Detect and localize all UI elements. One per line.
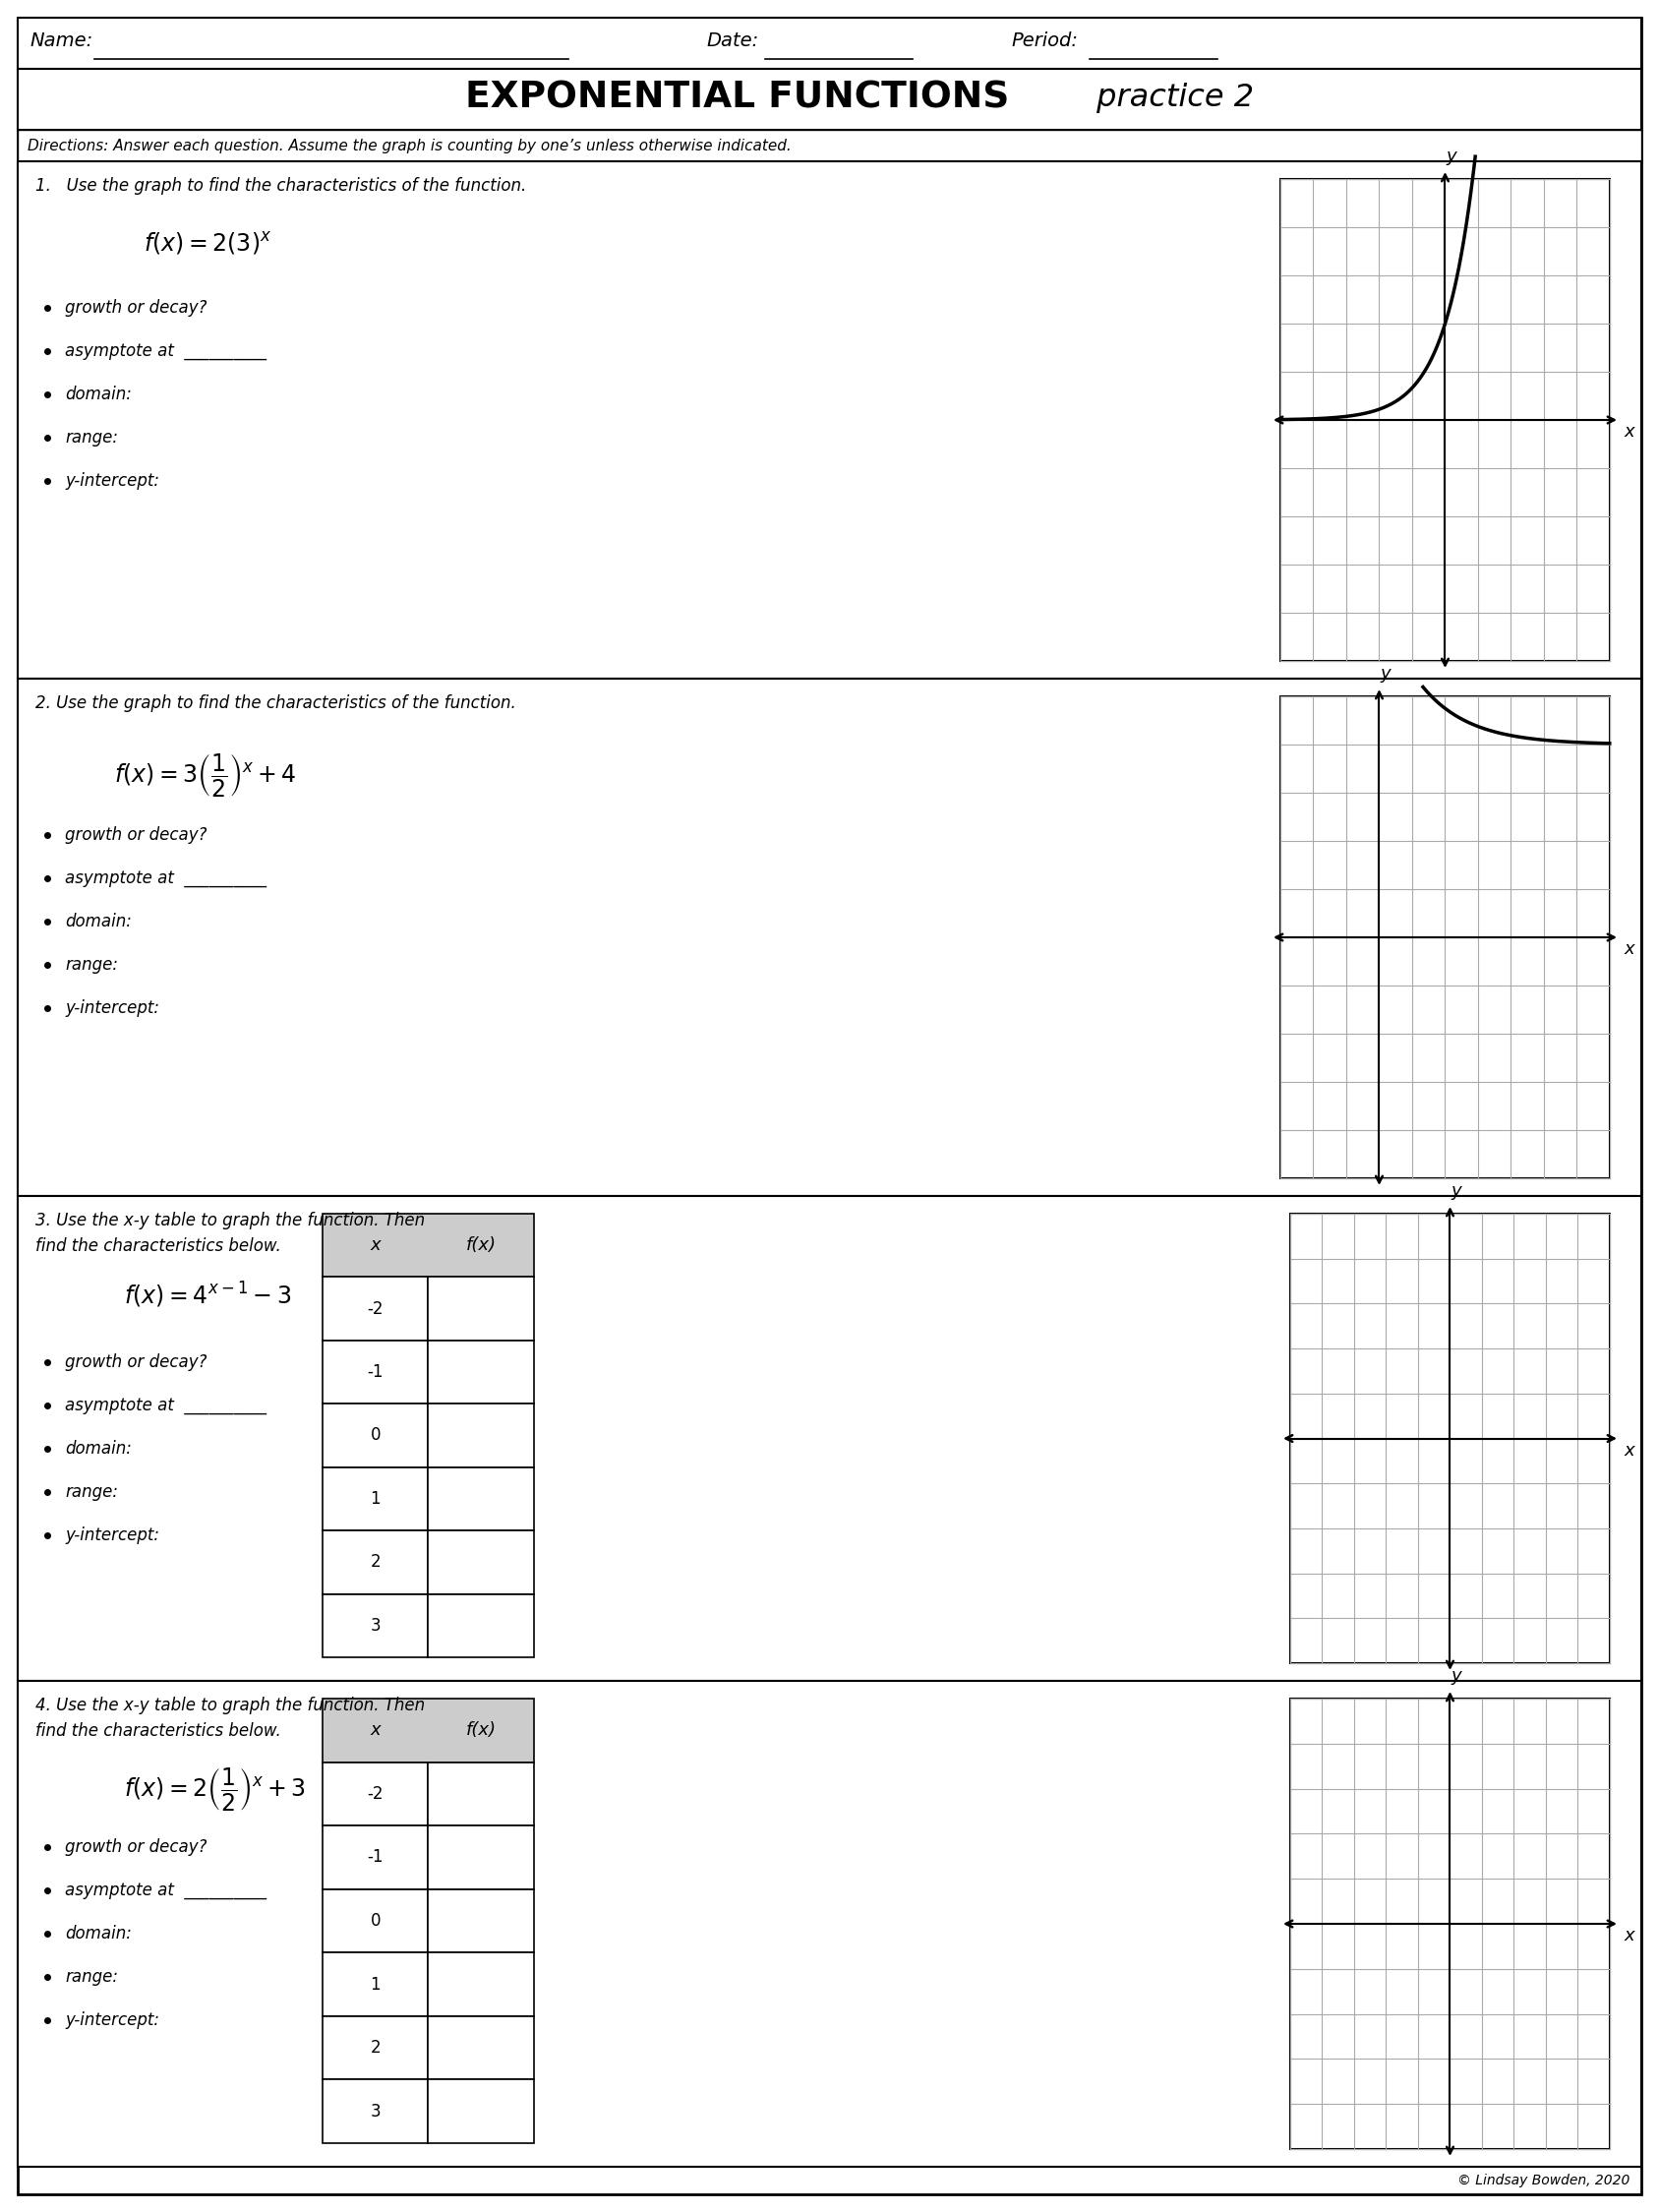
Text: find the characteristics below.: find the characteristics below. <box>35 1723 280 1741</box>
Text: x: x <box>1624 422 1634 440</box>
Text: asymptote at  __________: asymptote at __________ <box>65 1882 267 1900</box>
Bar <box>428 1953 534 2015</box>
Text: EXPONENTIAL FUNCTIONS: EXPONENTIAL FUNCTIONS <box>466 80 1010 115</box>
Bar <box>428 1276 534 1340</box>
Text: growth or decay?: growth or decay? <box>65 1354 207 1371</box>
Text: x: x <box>1624 1442 1634 1460</box>
Text: Period:: Period: <box>1010 31 1078 51</box>
Text: 4. Use the x-y table to graph the function. Then: 4. Use the x-y table to graph the functi… <box>35 1697 425 1714</box>
Bar <box>322 1340 428 1405</box>
Text: 2. Use the graph to find the characteristics of the function.: 2. Use the graph to find the characteris… <box>35 695 516 712</box>
Bar <box>18 679 1641 1197</box>
Text: $f(x) = 2(3)^x$: $f(x) = 2(3)^x$ <box>144 230 272 257</box>
Text: practice 2: practice 2 <box>1087 82 1254 113</box>
Text: domain:: domain: <box>65 1924 131 1942</box>
Text: y: y <box>1450 1668 1462 1686</box>
Text: 2: 2 <box>370 1553 380 1571</box>
Text: -2: -2 <box>367 1785 383 1803</box>
Text: y-intercept:: y-intercept: <box>65 2011 159 2028</box>
Bar <box>428 2015 534 2079</box>
Text: 3. Use the x-y table to graph the function. Then: 3. Use the x-y table to graph the functi… <box>35 1212 425 1230</box>
Bar <box>428 1531 534 1595</box>
Bar <box>322 1953 428 2015</box>
Bar <box>322 1531 428 1595</box>
Bar <box>18 69 1641 131</box>
Text: © Lindsay Bowden, 2020: © Lindsay Bowden, 2020 <box>1457 2174 1629 2188</box>
Bar <box>322 2079 428 2143</box>
Text: domain:: domain: <box>65 1440 131 1458</box>
Text: growth or decay?: growth or decay? <box>65 299 207 316</box>
Text: -1: -1 <box>367 1363 383 1380</box>
Bar <box>428 1763 534 1825</box>
Text: y-intercept:: y-intercept: <box>65 1526 159 1544</box>
Bar <box>428 1405 534 1467</box>
Text: range:: range: <box>65 1969 118 1986</box>
Text: growth or decay?: growth or decay? <box>65 825 207 845</box>
Text: y: y <box>1450 1181 1462 1199</box>
Bar <box>1291 1699 1609 2150</box>
Text: $f(x) = 4^{x-1} - 3$: $f(x) = 4^{x-1} - 3$ <box>124 1281 292 1310</box>
Text: y: y <box>1380 666 1390 684</box>
Text: y-intercept:: y-intercept: <box>65 471 159 489</box>
Text: 1: 1 <box>370 1975 380 1993</box>
Bar <box>322 1889 428 1953</box>
Bar <box>322 2015 428 2079</box>
Text: f(x): f(x) <box>466 1721 496 1739</box>
Bar <box>428 1825 534 1889</box>
Text: asymptote at  __________: asymptote at __________ <box>65 1396 267 1413</box>
Text: 0: 0 <box>370 1911 380 1929</box>
Bar <box>322 1763 428 1825</box>
Bar <box>322 1467 428 1531</box>
Bar <box>322 1699 534 1763</box>
Text: growth or decay?: growth or decay? <box>65 1838 207 1856</box>
Text: f(x): f(x) <box>466 1237 496 1254</box>
Bar <box>428 2079 534 2143</box>
Text: Name:: Name: <box>30 31 93 51</box>
Bar <box>428 1467 534 1531</box>
Text: y-intercept:: y-intercept: <box>65 1000 159 1018</box>
Text: $f(x) = 2\left(\dfrac{1}{2}\right)^x + 3$: $f(x) = 2\left(\dfrac{1}{2}\right)^x + 3… <box>124 1765 305 1812</box>
Text: x: x <box>370 1237 380 1254</box>
Bar <box>18 1681 1641 2168</box>
Text: $f(x) = 3\left(\dfrac{1}{2}\right)^x + 4$: $f(x) = 3\left(\dfrac{1}{2}\right)^x + 4… <box>114 752 297 799</box>
Bar <box>428 1889 534 1953</box>
Text: 3: 3 <box>370 2104 380 2121</box>
Text: 1.   Use the graph to find the characteristics of the function.: 1. Use the graph to find the characteris… <box>35 177 526 195</box>
Text: range:: range: <box>65 429 118 447</box>
Text: -2: -2 <box>367 1301 383 1318</box>
Text: Directions: Answer each question. Assume the graph is counting by one’s unless o: Directions: Answer each question. Assume… <box>28 137 791 153</box>
Text: domain:: domain: <box>65 385 131 403</box>
Text: x: x <box>370 1721 380 1739</box>
Text: domain:: domain: <box>65 914 131 931</box>
Text: find the characteristics below.: find the characteristics below. <box>35 1237 280 1254</box>
Text: asymptote at  __________: asymptote at __________ <box>65 869 267 887</box>
Bar <box>428 1595 534 1657</box>
Bar <box>18 1197 1641 1681</box>
Text: x: x <box>1624 940 1634 958</box>
Text: x: x <box>1624 1927 1634 1944</box>
Bar <box>322 1276 428 1340</box>
Bar <box>1281 697 1609 1179</box>
Text: asymptote at  __________: asymptote at __________ <box>65 343 267 361</box>
Text: -1: -1 <box>367 1849 383 1867</box>
Text: 2: 2 <box>370 2039 380 2057</box>
Text: 1: 1 <box>370 1491 380 1509</box>
Bar <box>18 18 1641 69</box>
Bar <box>18 131 1641 161</box>
Text: 0: 0 <box>370 1427 380 1444</box>
Bar <box>1281 179 1609 661</box>
Text: y: y <box>1445 148 1457 166</box>
Bar <box>322 1405 428 1467</box>
Bar <box>322 1825 428 1889</box>
Bar <box>322 1214 534 1276</box>
Text: range:: range: <box>65 956 118 973</box>
Text: Date:: Date: <box>707 31 758 51</box>
Bar <box>18 161 1641 679</box>
Text: range:: range: <box>65 1484 118 1502</box>
Bar <box>428 1340 534 1405</box>
Bar <box>322 1595 428 1657</box>
Bar <box>1291 1214 1609 1663</box>
Text: 3: 3 <box>370 1617 380 1635</box>
